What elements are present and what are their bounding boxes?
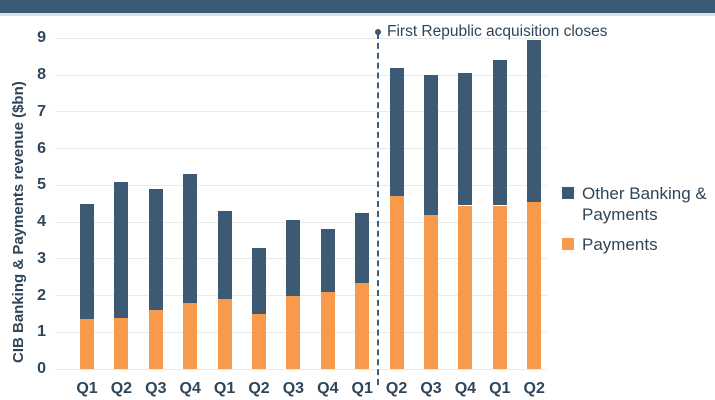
y-tick-label-1: 1 [37,323,46,341]
x-tick-label-1: Q1 [76,380,98,397]
y-tick-label-7: 7 [37,102,46,120]
bar-payments-13 [492,205,507,369]
gridline-y1 [55,331,547,333]
x-tick-label-7: Q3 [282,380,305,397]
gridline-y7 [55,111,547,113]
legend-item-other-banking: Other Banking & Payments [562,183,714,225]
bar-payments-8 [320,291,335,369]
bar-payments-9 [355,282,370,369]
bar-other-banking-3 [148,188,163,311]
x-tick-label-12: Q4 [454,380,477,397]
gridline-y9 [55,37,547,39]
bar-payments-2 [114,317,129,369]
header-strip [0,0,715,13]
legend-item-payments: Payments [562,234,714,255]
bar-payments-11 [424,214,438,369]
bar-payments-5 [217,299,232,369]
bar-payments-4 [183,302,198,369]
annotation-dot-icon [375,29,381,35]
bar-other-banking-1 [80,203,94,320]
bar-payments-14 [527,201,542,369]
bar-other-banking-11 [424,75,438,215]
x-tick-label-10: Q2 [385,380,408,397]
gridline-y3 [55,258,547,260]
annotation-dashed-line [377,33,379,385]
annotation-label: First Republic acquisition closes [387,23,608,40]
y-tick-label-3: 3 [37,249,46,267]
header-strip-underline [0,13,715,16]
bar-other-banking-14 [527,40,542,202]
bar-other-banking-10 [389,67,404,197]
legend-label-payments: Payments [582,235,658,254]
x-tick-label-2: Q2 [110,380,133,397]
bar-payments-10 [389,196,404,369]
x-tick-label-4: Q4 [179,380,201,397]
x-tick-label-13: Q1 [489,380,511,397]
x-tick-label-11: Q3 [420,380,442,397]
bar-other-banking-8 [320,229,335,292]
bar-other-banking-9 [355,212,370,283]
legend-label-other-banking: Other Banking & Payments [582,184,707,224]
legend-swatch-payments-icon [562,238,574,250]
y-tick-label-2: 2 [37,286,46,304]
x-tick-label-6: Q2 [248,380,270,397]
y-tick-label-6: 6 [37,139,46,157]
bar-other-banking-13 [492,60,507,206]
gridline-y4 [55,221,547,223]
bar-payments-3 [148,310,163,369]
gridline-y8 [55,74,547,76]
bar-other-banking-7 [286,220,301,296]
gridline-y0 [55,368,547,370]
bar-other-banking-2 [114,181,129,318]
gridline-y6 [55,148,547,150]
x-tick-label-9: Q1 [351,380,373,397]
bar-other-banking-5 [217,211,232,300]
y-tick-label-9: 9 [37,29,46,47]
y-tick-label-0: 0 [37,360,46,377]
gridline-y2 [55,295,547,297]
bar-payments-12 [458,205,473,369]
y-tick-label-4: 4 [37,213,46,231]
bar-other-banking-4 [183,174,198,303]
bar-payments-1 [80,319,94,369]
x-tick-label-3: Q3 [145,380,167,397]
x-tick-label-5: Q1 [213,380,236,397]
x-tick-label-8: Q4 [317,380,339,397]
gridline-y5 [55,184,547,186]
bar-payments-6 [252,313,266,369]
bar-other-banking-6 [252,247,266,314]
y-tick-label-5: 5 [37,176,46,194]
legend: Other Banking & Payments Payments [562,183,714,255]
legend-swatch-other-banking-icon [562,187,574,199]
y-tick-label-8: 8 [37,66,46,84]
x-tick-label-14: Q2 [523,380,545,397]
bar-payments-7 [286,295,301,369]
bar-other-banking-12 [458,73,473,206]
